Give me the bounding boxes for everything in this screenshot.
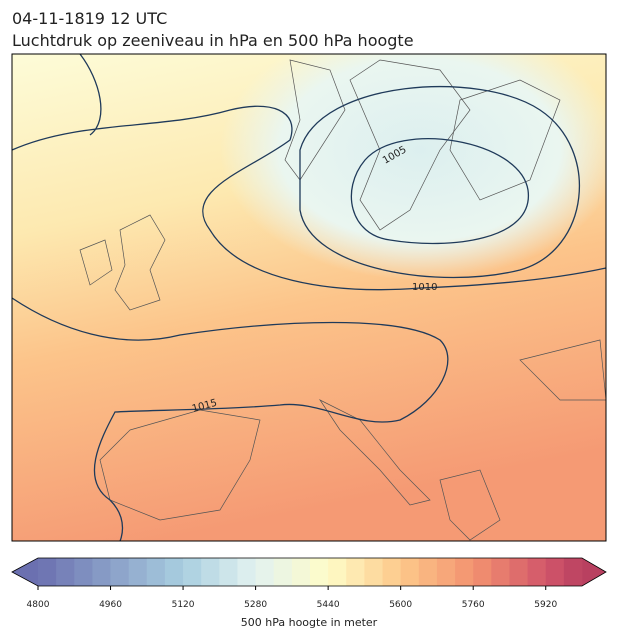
colorbar-cell	[455, 558, 474, 586]
colorbar-tick-label: 5920	[534, 600, 557, 610]
colorbar-cell	[146, 558, 166, 586]
colorbar-extend-low	[12, 558, 38, 586]
colorbar-cell	[310, 558, 329, 586]
colorbar-tick-label: 5280	[244, 600, 267, 610]
colorbar-cell	[74, 558, 93, 586]
colorbar-cell	[400, 558, 420, 586]
colorbar-cell	[509, 558, 528, 586]
colorbar-cell	[382, 558, 402, 586]
colorbar-cell	[128, 558, 148, 586]
colorbar-tick-label: 5600	[389, 600, 412, 610]
colorbar-cell	[201, 558, 220, 586]
colorbar-cell	[545, 558, 565, 586]
colorbar-cell	[56, 558, 75, 586]
colorbar-cell	[491, 558, 510, 586]
colorbar-cell	[346, 558, 365, 586]
colorbar-cell	[328, 558, 347, 586]
colorbar-tick-label: 5120	[172, 600, 195, 610]
colorbar-cell	[418, 558, 438, 586]
colorbar-cell	[527, 558, 547, 586]
colorbar-extend-high	[582, 558, 606, 586]
colorbar-cell	[219, 558, 238, 586]
subtitle: Luchtdruk op zeeniveau in hPa en 500 hPa…	[12, 31, 414, 50]
colorbar-tick-label: 4960	[99, 600, 122, 610]
colorbar: 4800 4960 5120 5280 5440 5600 5760 5920	[11, 557, 607, 610]
colorbar-tick-label: 4800	[27, 600, 50, 610]
colorbar-cell	[92, 558, 111, 586]
colorbar-cell	[237, 558, 256, 586]
map: 1005 1010 1015	[12, 54, 606, 541]
colorbar-tick-label: 5760	[462, 600, 485, 610]
colorbar-cell	[436, 558, 456, 586]
colorbar-cell	[291, 558, 311, 586]
colorbar-cell	[38, 558, 57, 586]
map-frame	[11, 53, 607, 542]
colorbar-cell	[255, 558, 275, 586]
colorbar-cell	[273, 558, 293, 586]
colorbar-cell	[563, 558, 583, 586]
colorbar-cell	[364, 558, 383, 586]
colorbar-cell	[164, 558, 184, 586]
colorbar-tick-label: 5440	[317, 600, 340, 610]
title: 04-11-1819 12 UTC	[12, 9, 167, 28]
colorbar-cell	[110, 558, 130, 586]
colorbar-cell	[473, 558, 492, 586]
colorbar-label: 500 hPa hoogte in meter	[241, 616, 378, 629]
contour-label: 1010	[412, 282, 437, 293]
colorbar-cell	[183, 558, 202, 586]
